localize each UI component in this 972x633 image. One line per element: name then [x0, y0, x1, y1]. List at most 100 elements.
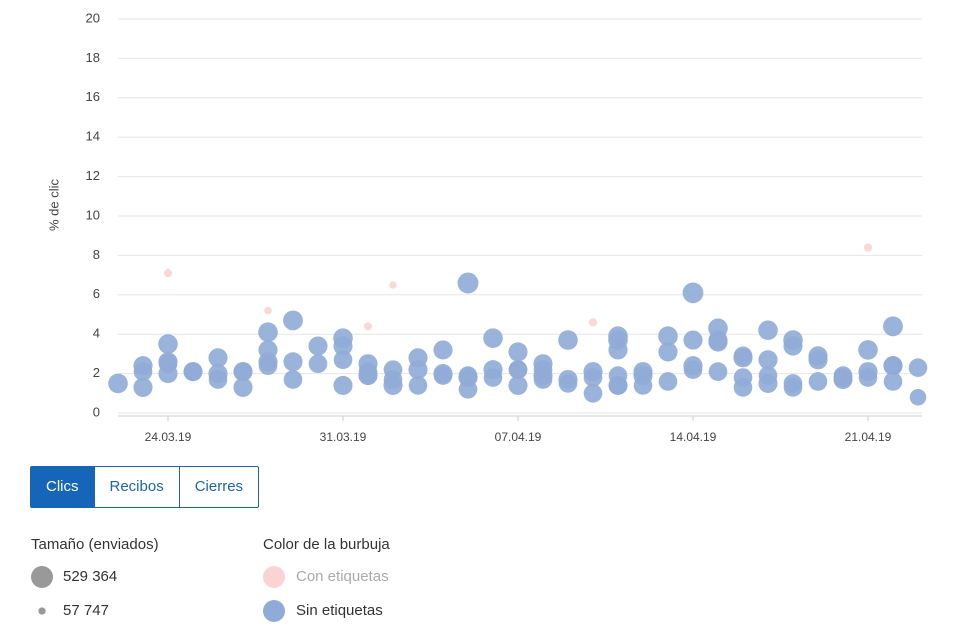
- bubble: [583, 362, 603, 382]
- bubble: [208, 370, 228, 389]
- bubble: [133, 377, 153, 397]
- bubble: [583, 383, 603, 403]
- bubble: [708, 362, 728, 381]
- bubble: [608, 326, 628, 346]
- tab-button[interactable]: Clics: [31, 467, 94, 507]
- bubble: [883, 316, 903, 337]
- bubble: [264, 306, 272, 315]
- color-legend-label: Sin etiquetas: [296, 602, 383, 619]
- tab-button[interactable]: Cierres: [178, 467, 258, 507]
- bubble: [508, 375, 528, 395]
- x-tick-label: 24.03.19: [145, 430, 192, 444]
- bubble: [363, 322, 373, 331]
- size-legend-swatch: [38, 607, 46, 615]
- bubble: [908, 358, 928, 378]
- y-tick-label: 18: [86, 50, 100, 65]
- x-tick-label: 21.04.19: [845, 430, 892, 444]
- bubble: [258, 356, 278, 376]
- bubble: [389, 281, 397, 289]
- bubble: [808, 372, 828, 391]
- size-legend-label: 529 364: [63, 568, 117, 585]
- bubble: [283, 310, 303, 331]
- bubble: [863, 243, 873, 252]
- y-tick-label: 16: [86, 89, 100, 104]
- bubble: [283, 352, 303, 372]
- bubble: [333, 350, 353, 370]
- color-legend-swatch: [263, 566, 285, 588]
- bubble: [683, 356, 703, 376]
- bubble: [508, 342, 528, 362]
- bubble: [408, 376, 428, 395]
- bubble: [682, 282, 704, 304]
- bubble: [458, 367, 478, 388]
- bubble: [758, 320, 778, 341]
- color-legend-title: Color de la burbuja: [263, 536, 390, 553]
- bubble: [658, 342, 678, 362]
- bubble: [283, 370, 303, 389]
- bubble: [108, 373, 128, 394]
- bubble: [558, 330, 578, 350]
- x-tick-label: 14.04.19: [670, 430, 717, 444]
- color-legend-swatch: [263, 600, 285, 622]
- bubble: [333, 375, 353, 395]
- bubble: [588, 318, 598, 327]
- bubble: [163, 269, 173, 278]
- bubble: [608, 366, 628, 385]
- bubble: [883, 356, 903, 376]
- bubble: [258, 340, 278, 360]
- y-tick-label: 8: [93, 247, 100, 262]
- bubble: [133, 356, 153, 376]
- bubble: [457, 272, 479, 294]
- bubble: [308, 354, 328, 374]
- bubble: [558, 369, 578, 390]
- bubble: [358, 366, 378, 386]
- bubble: [633, 366, 653, 386]
- bubble: [158, 334, 178, 354]
- size-legend-title: Tamaño (enviados): [31, 536, 159, 553]
- bubble: [733, 348, 753, 368]
- bubble: [808, 350, 828, 370]
- y-tick-label: 14: [86, 129, 100, 144]
- bubble: [658, 372, 678, 391]
- size-legend-swatch: [31, 566, 53, 588]
- bubble: [858, 368, 878, 387]
- bubble: [833, 366, 853, 385]
- bubble: [158, 364, 178, 384]
- bubble: [909, 388, 927, 406]
- bubble: [758, 373, 778, 394]
- bubble: [183, 362, 203, 382]
- bubble: [483, 360, 503, 380]
- bubble: [483, 328, 503, 348]
- bubble: [208, 348, 228, 368]
- bubble: [233, 377, 253, 397]
- bubble: [783, 330, 803, 350]
- bubble: [608, 340, 628, 360]
- x-tick-label: 31.03.19: [320, 430, 367, 444]
- y-tick-label: 2: [93, 365, 100, 380]
- bubble: [383, 375, 403, 395]
- bubble: [508, 360, 528, 379]
- bubble: [433, 364, 453, 384]
- tab-button[interactable]: Recibos: [93, 467, 179, 507]
- bubble: [383, 360, 403, 379]
- color-legend-label: Con etiquetas: [296, 568, 389, 585]
- bubble: [883, 372, 903, 391]
- bubble: [408, 360, 428, 380]
- bubble: [333, 328, 353, 348]
- y-tick-label: 12: [86, 168, 100, 183]
- bubble: [683, 330, 703, 350]
- y-axis-label: % de clic: [46, 178, 61, 231]
- y-tick-label: 10: [86, 207, 100, 222]
- bubble: [658, 326, 678, 346]
- x-tick-label: 07.04.19: [495, 430, 542, 444]
- y-tick-label: 20: [86, 10, 100, 25]
- bubble: [308, 336, 328, 356]
- bubble: [783, 378, 803, 397]
- y-tick-label: 6: [93, 286, 100, 301]
- bubble: [233, 362, 253, 381]
- size-legend-label: 57 747: [63, 602, 109, 619]
- bubble: [733, 368, 753, 387]
- y-tick-label: 0: [93, 404, 100, 419]
